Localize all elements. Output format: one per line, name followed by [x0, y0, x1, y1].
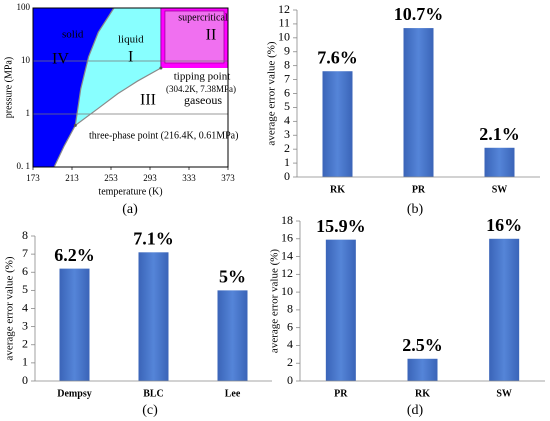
value-label: 5%	[219, 267, 246, 287]
y-tick-label: 18	[281, 213, 293, 227]
y-tick-label: 10	[21, 55, 31, 65]
region-label: liquid	[118, 34, 144, 46]
y-tick-label: 3	[22, 318, 28, 332]
value-label: 16%	[486, 215, 522, 235]
region-label: solid	[62, 29, 84, 41]
bar	[407, 358, 438, 381]
phase-curve	[74, 67, 162, 126]
y-tick-label: 0. 1	[17, 161, 31, 171]
y-tick-label: 5	[284, 99, 290, 113]
value-label: 2.1%	[479, 124, 520, 144]
x-tick-label: RK	[330, 184, 345, 195]
x-tick-label: Lee	[225, 388, 241, 399]
region-label: tipping point	[174, 71, 231, 83]
y-tick-label: 7	[284, 71, 290, 85]
value-label: 6.2%	[54, 245, 95, 265]
y-tick-label: 6	[284, 85, 290, 99]
y-tick-label: 4	[287, 337, 293, 351]
x-tick-label: SW	[492, 184, 508, 195]
y-tick-label: 12	[278, 2, 290, 16]
y-tick-label: 5	[22, 282, 28, 296]
value-label: 2.5%	[402, 335, 443, 355]
x-tick-label: 173	[26, 173, 40, 183]
phase-point	[73, 123, 77, 127]
region-label: three-phase point (216.4K, 0.61MPa)	[89, 130, 238, 141]
panel-label: (b)	[407, 202, 424, 217]
x-tick-label: BLC	[143, 388, 164, 399]
bar	[489, 238, 520, 381]
bar	[322, 71, 353, 177]
x-tick-label: PR	[334, 388, 348, 399]
value-label: 15.9%	[316, 216, 366, 236]
x-tick-label: 213	[65, 173, 79, 183]
y-tick-label: 4	[284, 113, 290, 127]
region-label: IV	[52, 51, 69, 68]
y-axis-label: average error value (%)	[4, 256, 16, 360]
solid-region	[33, 8, 114, 167]
bar	[59, 268, 90, 381]
region-label: II	[206, 27, 217, 44]
x-axis-label: temperature (K)	[98, 186, 162, 197]
bar	[217, 290, 248, 381]
x-tick-label: 293	[143, 173, 157, 183]
x-tick-label: 333	[182, 173, 196, 183]
y-tick-label: 1	[22, 355, 28, 369]
x-tick-label: 373	[221, 173, 235, 183]
y-tick-label: 1	[284, 155, 290, 169]
y-tick-label: 1	[26, 108, 31, 118]
plot-frame	[32, 7, 229, 168]
supercritical-box	[164, 10, 225, 64]
bar	[484, 147, 515, 177]
y-tick-label: 11	[278, 16, 290, 30]
phase-curve	[74, 7, 115, 126]
bar	[138, 252, 169, 381]
region-label: supercritical	[178, 12, 228, 23]
y-tick-label: 6	[287, 319, 293, 333]
y-tick-label: 2	[22, 337, 28, 351]
y-tick-label: 12	[281, 266, 293, 280]
bar	[325, 239, 356, 381]
region-label: gaseous	[184, 93, 222, 107]
panel-label: (c)	[142, 403, 158, 418]
y-tick-label: 2	[287, 355, 293, 369]
y-tick-label: 10	[278, 30, 290, 44]
y-tick-label: 2	[284, 141, 290, 155]
y-tick-label: 6	[22, 264, 28, 278]
y-axis-label: average error value (%)	[269, 249, 281, 353]
y-tick-label: 4	[22, 300, 28, 314]
phase-curve	[53, 125, 76, 168]
x-tick-label: SW	[496, 388, 512, 399]
value-label: 10.7%	[394, 4, 444, 24]
y-tick-label: 8	[284, 57, 290, 71]
y-tick-label: 7	[22, 246, 28, 260]
y-tick-label: 8	[22, 228, 28, 242]
x-tick-label: 253	[104, 173, 118, 183]
y-axis-label: average error value (%)	[266, 41, 278, 145]
y-tick-label: 0	[22, 373, 28, 387]
y-tick-label: 100	[17, 2, 31, 12]
y-axis-label: pressure (MPa)	[3, 57, 14, 118]
bar	[403, 28, 434, 177]
y-tick-label: 10	[281, 284, 293, 298]
x-tick-label: Dempsy	[57, 388, 91, 399]
region-label: III	[140, 92, 156, 109]
phase-point	[159, 66, 163, 70]
value-label: 7.6%	[317, 47, 358, 67]
x-tick-label: PR	[412, 184, 426, 195]
region-label: I	[128, 49, 133, 66]
y-tick-label: 8	[287, 302, 293, 316]
y-tick-label: 0	[287, 373, 293, 387]
y-tick-label: 0	[284, 169, 290, 183]
panel-label: (d)	[407, 403, 424, 418]
region-label: (304.2K, 7.38MPa)	[166, 84, 236, 94]
y-tick-label: 9	[284, 44, 290, 58]
y-tick-label: 16	[281, 231, 293, 245]
y-tick-label: 14	[281, 248, 293, 262]
x-tick-label: RK	[415, 388, 430, 399]
panel-label: (a)	[122, 202, 138, 217]
y-tick-label: 3	[284, 127, 290, 141]
value-label: 7.1%	[133, 228, 174, 248]
